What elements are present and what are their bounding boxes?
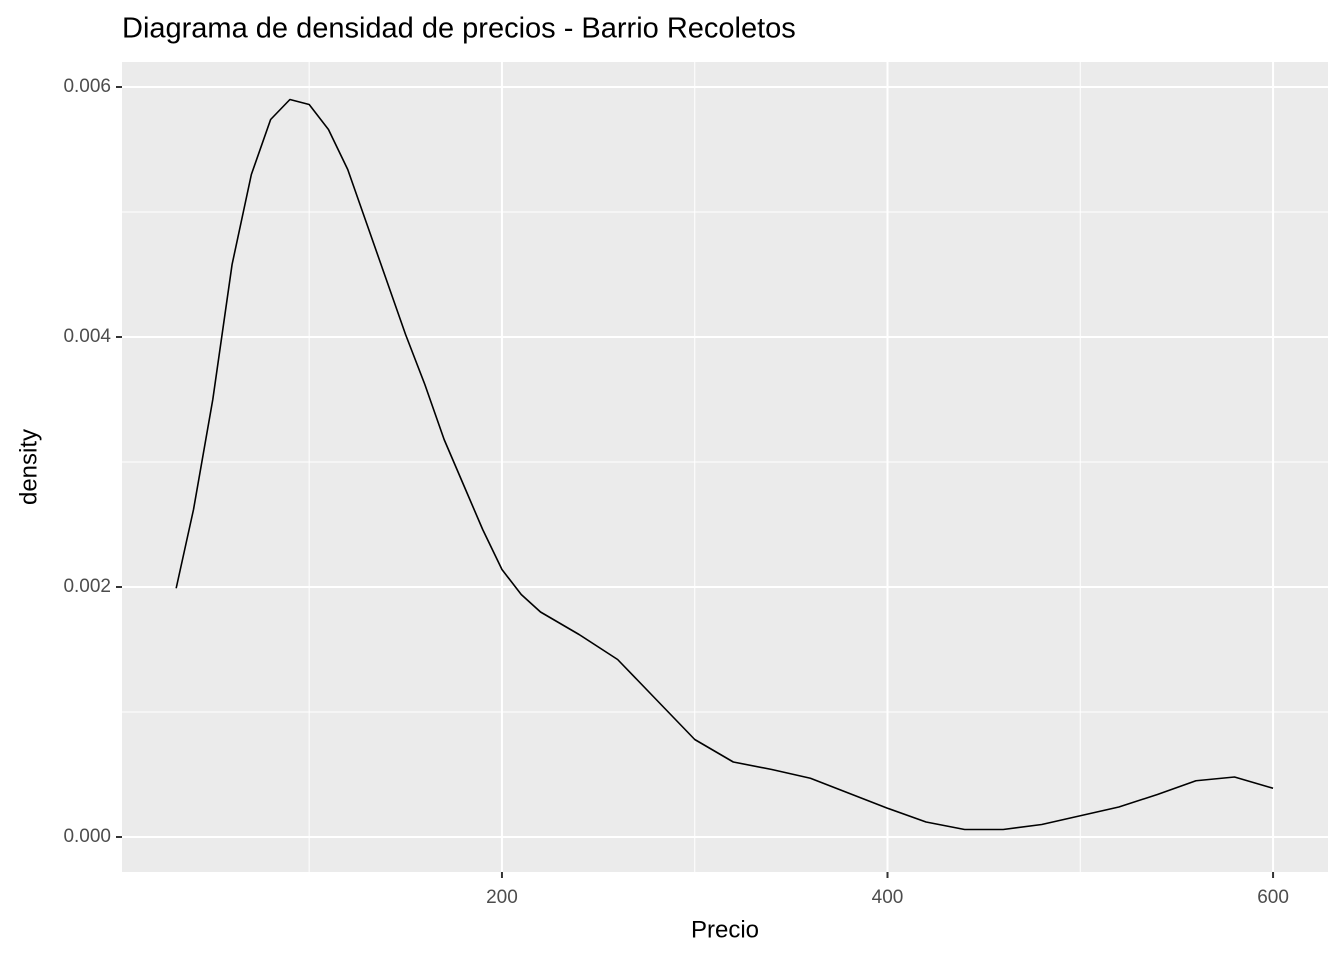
x-axis-label: Precio (691, 916, 759, 943)
y-tick-label: 0.006 (63, 76, 111, 97)
x-tick-label: 600 (1257, 887, 1289, 908)
panel (122, 62, 1328, 872)
y-tick-label: 0.000 (63, 826, 111, 847)
x-tick-label: 200 (486, 887, 518, 908)
chart-title: Diagrama de densidad de precios - Barrio… (122, 13, 796, 45)
y-tick-label: 0.004 (63, 326, 111, 347)
x-tick-label: 400 (872, 887, 904, 908)
y-tick-label: 0.002 (63, 576, 111, 597)
density-line (175, 98, 1274, 831)
y-axis-label: density (15, 429, 42, 505)
